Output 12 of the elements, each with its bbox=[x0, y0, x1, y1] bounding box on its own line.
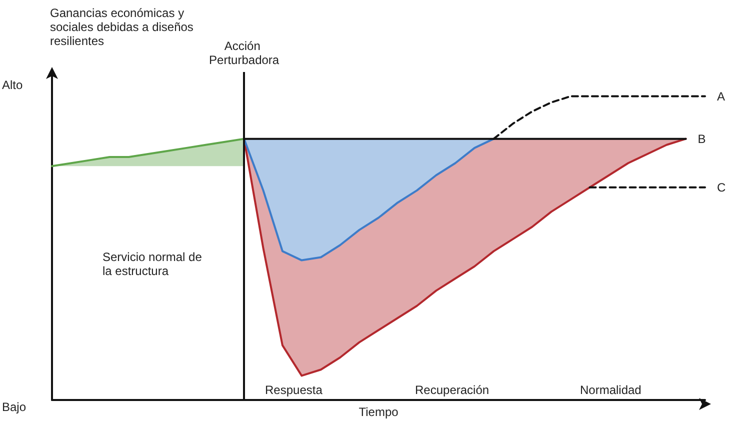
annotation: Recuperación bbox=[415, 383, 490, 397]
series-label: C bbox=[717, 180, 726, 194]
series-label: B bbox=[698, 132, 706, 146]
annotation: Normalidad bbox=[580, 383, 642, 397]
text: Ganancias económicas y sociales debidas a diseños resilientes bbox=[50, 6, 197, 48]
x-axis-title: Tiempo bbox=[358, 405, 399, 419]
text: Acción Perturbadora bbox=[209, 39, 280, 67]
series-label: A bbox=[717, 89, 726, 104]
annotation: Servicio normal de la estructura bbox=[102, 250, 206, 278]
text: Alto bbox=[2, 78, 24, 92]
text: Bajo bbox=[2, 400, 26, 414]
annotation: Respuesta bbox=[265, 383, 323, 397]
